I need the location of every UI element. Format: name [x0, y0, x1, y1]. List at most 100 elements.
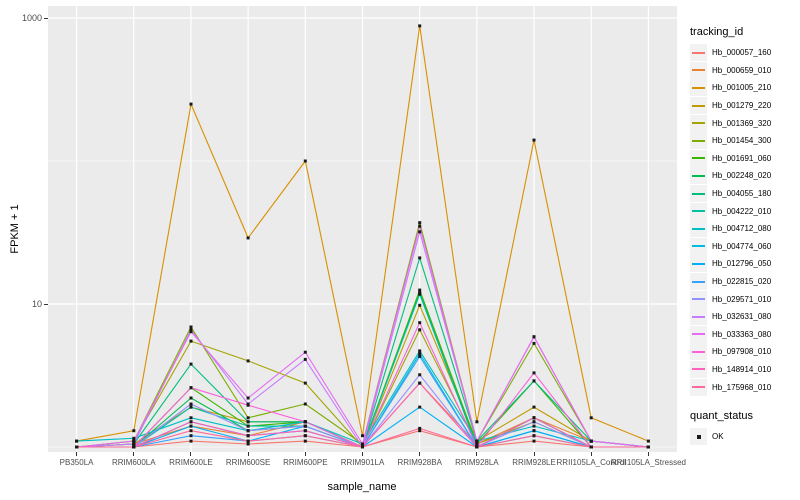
- legend-key-swatch: [690, 185, 707, 203]
- data-point: [189, 416, 193, 420]
- legend-key-swatch: [690, 220, 707, 238]
- quant-status-title: quant_status: [690, 409, 753, 422]
- data-point: [418, 429, 422, 433]
- x-tick-mark: [476, 452, 478, 456]
- data-point: [303, 429, 307, 433]
- legend-label: Hb_001454_300: [712, 136, 772, 146]
- data-point: [532, 371, 536, 375]
- data-point: [589, 416, 593, 420]
- data-point: [132, 442, 136, 446]
- legend-color-line: [692, 298, 705, 301]
- data-point: [303, 159, 307, 163]
- data-point: [418, 224, 422, 228]
- data-point: [189, 439, 193, 443]
- data-point: [246, 442, 250, 446]
- plot-area: [48, 6, 677, 452]
- legend-item-Hb_001454_300: Hb_001454_300: [690, 132, 798, 150]
- data-point: [189, 362, 193, 366]
- legend-key-swatch: [690, 132, 707, 150]
- legend-color-line: [692, 227, 705, 230]
- data-point: [475, 439, 479, 443]
- legend-color-line: [692, 174, 705, 177]
- legend-label: Hb_000057_160: [712, 48, 772, 58]
- x-tick-mark: [590, 452, 592, 456]
- data-point: [418, 381, 422, 385]
- y-tick-label: 10: [31, 298, 42, 309]
- legend-label: Hb_097908_010: [712, 347, 772, 357]
- legend-label: Hb_029571_010: [712, 294, 772, 304]
- legend-label: Hb_012796_050: [712, 259, 772, 269]
- legend-color-line: [692, 104, 705, 107]
- data-point: [475, 445, 479, 449]
- data-point: [246, 434, 250, 438]
- legend-item-Hb_000057_160: Hb_000057_160: [690, 44, 798, 62]
- data-point: [418, 373, 422, 377]
- x-tick-label-RRIM600PE: RRIM600PE: [283, 458, 328, 467]
- data-point: [303, 434, 307, 438]
- data-point: [418, 352, 422, 356]
- x-tick-label-RRII105LA_Stressed: RRII105LA_Stressed: [610, 458, 686, 467]
- legend-item-Hb_002248_020: Hb_002248_020: [690, 167, 798, 185]
- x-tick-label-RRIM928LE: RRIM928LE: [512, 458, 556, 467]
- data-point: [532, 379, 536, 383]
- legend-key-swatch: [690, 325, 707, 343]
- data-point: [189, 420, 193, 424]
- data-point: [532, 420, 536, 424]
- legend-label: Hb_032631_080: [712, 312, 772, 322]
- data-point: [418, 292, 422, 296]
- legend-key-swatch: [690, 114, 707, 132]
- legend-color-line: [692, 368, 705, 371]
- data-point: [418, 230, 422, 234]
- legend-item-Hb_004055_180: Hb_004055_180: [690, 185, 798, 203]
- quant-status-label: OK: [712, 432, 724, 442]
- data-point: [418, 24, 422, 28]
- data-point: [418, 303, 422, 307]
- data-point: [246, 403, 250, 407]
- data-point: [532, 416, 536, 420]
- x-tick-mark: [190, 452, 192, 456]
- legend-item-Hb_022815_020: Hb_022815_020: [690, 273, 798, 291]
- legend-color-line: [692, 192, 705, 195]
- data-point: [418, 354, 422, 358]
- legend: tracking_id Hb_000057_160 Hb_000659_010 Hb…: [690, 26, 798, 446]
- data-point: [246, 439, 250, 443]
- legend-color-line: [692, 210, 705, 213]
- data-point: [646, 439, 650, 443]
- legend-key-swatch: [690, 61, 707, 79]
- data-point: [361, 434, 364, 438]
- legend-item-Hb_097908_010: Hb_097908_010: [690, 343, 798, 361]
- legend-item-Hb_001005_210: Hb_001005_210: [690, 79, 798, 97]
- data-point: [418, 221, 422, 225]
- legend-item-Hb_012796_050: Hb_012796_050: [690, 255, 798, 273]
- x-tick-mark: [304, 452, 306, 456]
- legend-key-swatch: [690, 343, 707, 361]
- legend-key-swatch: [690, 97, 707, 115]
- legend-item-Hb_001279_220: Hb_001279_220: [690, 97, 798, 115]
- x-tick-label-RRIM600LA: RRIM600LA: [111, 458, 156, 467]
- data-point: [189, 102, 193, 106]
- data-point: [189, 402, 193, 406]
- legend-label: Hb_002248_020: [712, 171, 772, 181]
- data-point: [189, 434, 193, 438]
- legend-key-swatch: [690, 149, 707, 167]
- legend-label: Hb_004712_080: [712, 224, 772, 234]
- data-point: [246, 416, 250, 420]
- data-point: [589, 439, 593, 443]
- legend-color-line: [692, 69, 705, 72]
- x-tick-label-PB350LA: PB350LA: [59, 458, 94, 467]
- x-tick-mark: [76, 452, 78, 456]
- data-point: [303, 357, 307, 361]
- data-point: [418, 321, 422, 325]
- data-point: [589, 445, 593, 449]
- quant-status-legend: quant_status OK: [690, 410, 798, 446]
- quant-point-icon: [696, 434, 701, 439]
- legend-key-swatch: [690, 167, 707, 185]
- data-point: [532, 424, 536, 428]
- data-point: [532, 335, 536, 339]
- data-point: [532, 138, 536, 142]
- legend-item-Hb_001691_060: Hb_001691_060: [690, 149, 798, 168]
- quant-key-swatch: [690, 428, 707, 446]
- legend-item-Hb_004712_080: Hb_004712_080: [690, 220, 798, 238]
- legend-color-line: [692, 157, 705, 160]
